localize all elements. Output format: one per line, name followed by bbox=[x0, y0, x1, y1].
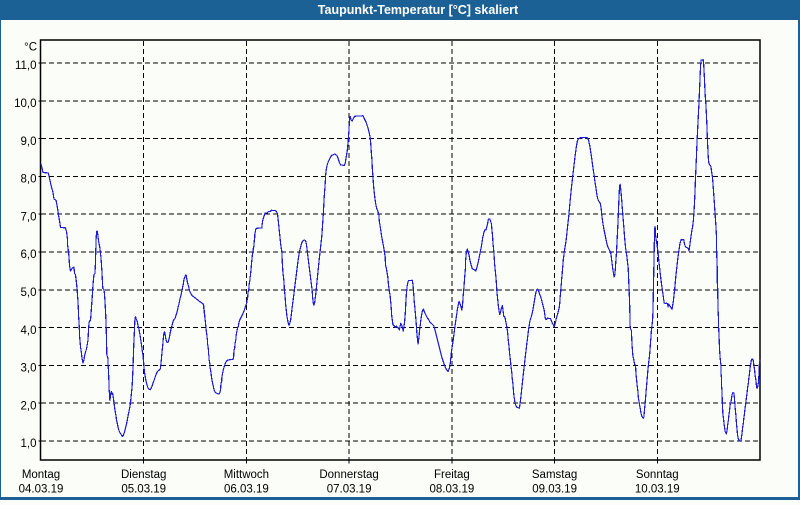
svg-text:08.03.19: 08.03.19 bbox=[430, 484, 475, 496]
svg-text:°C: °C bbox=[24, 42, 37, 54]
svg-text:04.03.19: 04.03.19 bbox=[19, 484, 64, 496]
svg-text:Mittwoch: Mittwoch bbox=[224, 469, 269, 481]
svg-text:11,0: 11,0 bbox=[15, 60, 37, 72]
svg-text:05.03.19: 05.03.19 bbox=[121, 484, 166, 496]
svg-text:07.03.19: 07.03.19 bbox=[327, 484, 372, 496]
svg-text:Montag: Montag bbox=[22, 469, 60, 481]
svg-text:Dienstag: Dienstag bbox=[121, 469, 166, 481]
svg-text:10.03.19: 10.03.19 bbox=[635, 484, 680, 496]
svg-text:1,0: 1,0 bbox=[21, 438, 37, 450]
svg-text:9,0: 9,0 bbox=[21, 136, 37, 148]
svg-text:7,0: 7,0 bbox=[21, 211, 37, 223]
svg-text:4,0: 4,0 bbox=[21, 325, 37, 337]
svg-text:Freitag: Freitag bbox=[434, 469, 470, 481]
svg-text:10,0: 10,0 bbox=[14, 98, 36, 110]
svg-text:6,0: 6,0 bbox=[21, 249, 37, 261]
svg-text:Sonntag: Sonntag bbox=[636, 469, 679, 481]
svg-text:09.03.19: 09.03.19 bbox=[532, 484, 577, 496]
svg-text:Samstag: Samstag bbox=[532, 469, 577, 481]
svg-text:3,0: 3,0 bbox=[21, 363, 37, 375]
svg-text:5,0: 5,0 bbox=[21, 287, 37, 299]
svg-text:8,0: 8,0 bbox=[21, 174, 37, 186]
svg-text:Donnerstag: Donnerstag bbox=[319, 469, 378, 481]
svg-text:06.03.19: 06.03.19 bbox=[224, 484, 269, 496]
svg-text:2,0: 2,0 bbox=[21, 400, 37, 412]
